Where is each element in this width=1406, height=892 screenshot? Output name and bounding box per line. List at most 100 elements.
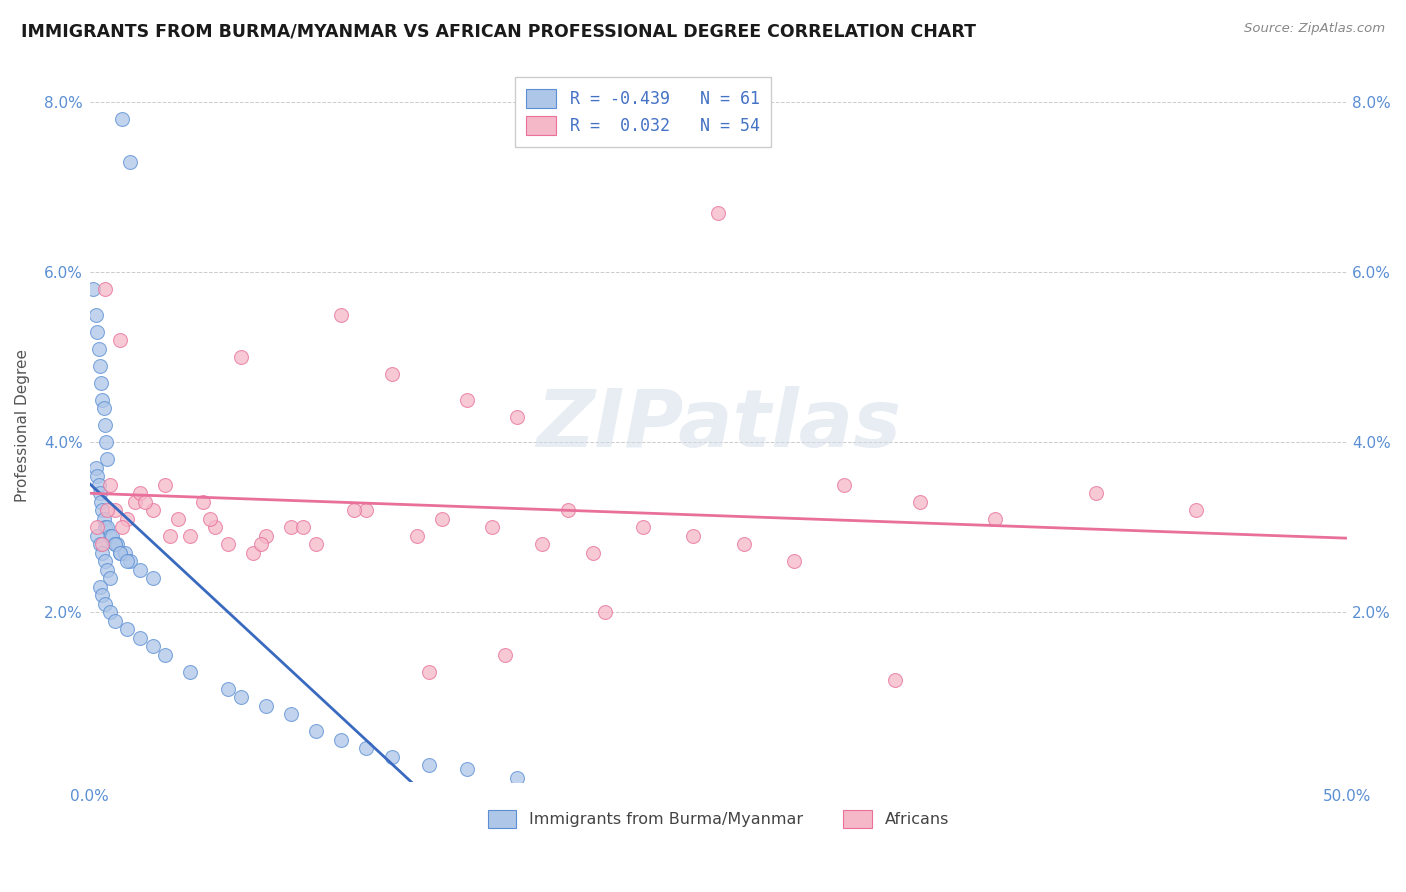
Text: Source: ZipAtlas.com: Source: ZipAtlas.com xyxy=(1244,22,1385,36)
Point xyxy=(98,477,121,491)
Point xyxy=(94,554,117,568)
Y-axis label: Professional Degree: Professional Degree xyxy=(15,349,30,502)
Point xyxy=(229,690,252,704)
Point xyxy=(87,477,110,491)
Point xyxy=(506,409,529,424)
Point xyxy=(89,486,111,500)
Point xyxy=(494,648,516,662)
Point xyxy=(96,503,118,517)
Point xyxy=(86,325,108,339)
Point xyxy=(86,529,108,543)
Text: IMMIGRANTS FROM BURMA/MYANMAR VS AFRICAN PROFESSIONAL DEGREE CORRELATION CHART: IMMIGRANTS FROM BURMA/MYANMAR VS AFRICAN… xyxy=(21,22,976,40)
Point xyxy=(305,724,328,739)
Point xyxy=(118,554,141,568)
Point xyxy=(217,681,239,696)
Point xyxy=(330,308,353,322)
Point xyxy=(418,758,440,772)
Point xyxy=(380,368,402,382)
Point xyxy=(89,580,111,594)
Point xyxy=(117,554,139,568)
Point xyxy=(104,537,127,551)
Point xyxy=(90,494,112,508)
Point xyxy=(91,546,114,560)
Point xyxy=(292,520,315,534)
Point xyxy=(707,206,730,220)
Point xyxy=(557,503,579,517)
Point xyxy=(134,494,156,508)
Point xyxy=(101,529,124,543)
Point xyxy=(98,529,121,543)
Point xyxy=(96,520,118,534)
Point xyxy=(108,334,131,348)
Point xyxy=(631,520,654,534)
Point xyxy=(104,503,127,517)
Point xyxy=(1084,486,1107,500)
Point xyxy=(343,503,366,517)
Point xyxy=(506,771,529,785)
Point xyxy=(356,741,378,756)
Point xyxy=(217,537,239,551)
Point xyxy=(111,520,134,534)
Point xyxy=(1185,503,1208,517)
Point xyxy=(430,511,453,525)
Point xyxy=(114,546,136,560)
Point xyxy=(984,511,1007,525)
Point xyxy=(883,673,905,687)
Point xyxy=(98,571,121,585)
Point xyxy=(91,588,114,602)
Point xyxy=(832,477,855,491)
Point xyxy=(105,537,128,551)
Point xyxy=(94,597,117,611)
Point xyxy=(94,282,117,296)
Point xyxy=(104,614,127,628)
Point xyxy=(191,494,214,508)
Point xyxy=(118,155,141,169)
Point xyxy=(93,401,115,416)
Point xyxy=(86,469,108,483)
Text: ZIPatlas: ZIPatlas xyxy=(536,386,901,464)
Point xyxy=(305,537,328,551)
Point xyxy=(117,622,139,636)
Point xyxy=(96,563,118,577)
Point xyxy=(179,665,201,679)
Point xyxy=(108,546,131,560)
Point xyxy=(153,648,176,662)
Point xyxy=(129,563,152,577)
Point xyxy=(96,452,118,467)
Point xyxy=(380,749,402,764)
Point xyxy=(254,529,277,543)
Point xyxy=(98,605,121,619)
Point xyxy=(142,503,165,517)
Point xyxy=(418,665,440,679)
Point xyxy=(82,282,104,296)
Point xyxy=(531,537,554,551)
Point xyxy=(280,707,302,722)
Point xyxy=(89,359,111,373)
Point xyxy=(86,520,108,534)
Point xyxy=(89,537,111,551)
Point xyxy=(153,477,176,491)
Point xyxy=(117,511,139,525)
Point xyxy=(356,503,378,517)
Point xyxy=(142,571,165,585)
Point xyxy=(94,435,117,450)
Point xyxy=(166,511,188,525)
Point xyxy=(456,392,478,407)
Point xyxy=(84,308,107,322)
Point xyxy=(129,631,152,645)
Point xyxy=(783,554,806,568)
Point xyxy=(84,460,107,475)
Point xyxy=(124,494,146,508)
Point xyxy=(249,537,271,551)
Point xyxy=(200,511,222,525)
Point xyxy=(481,520,503,534)
Point xyxy=(179,529,201,543)
Point xyxy=(108,546,131,560)
Point xyxy=(280,520,302,534)
Point xyxy=(159,529,181,543)
Point xyxy=(93,511,115,525)
Point xyxy=(330,732,353,747)
Point xyxy=(91,537,114,551)
Point xyxy=(595,605,617,619)
Point xyxy=(242,546,264,560)
